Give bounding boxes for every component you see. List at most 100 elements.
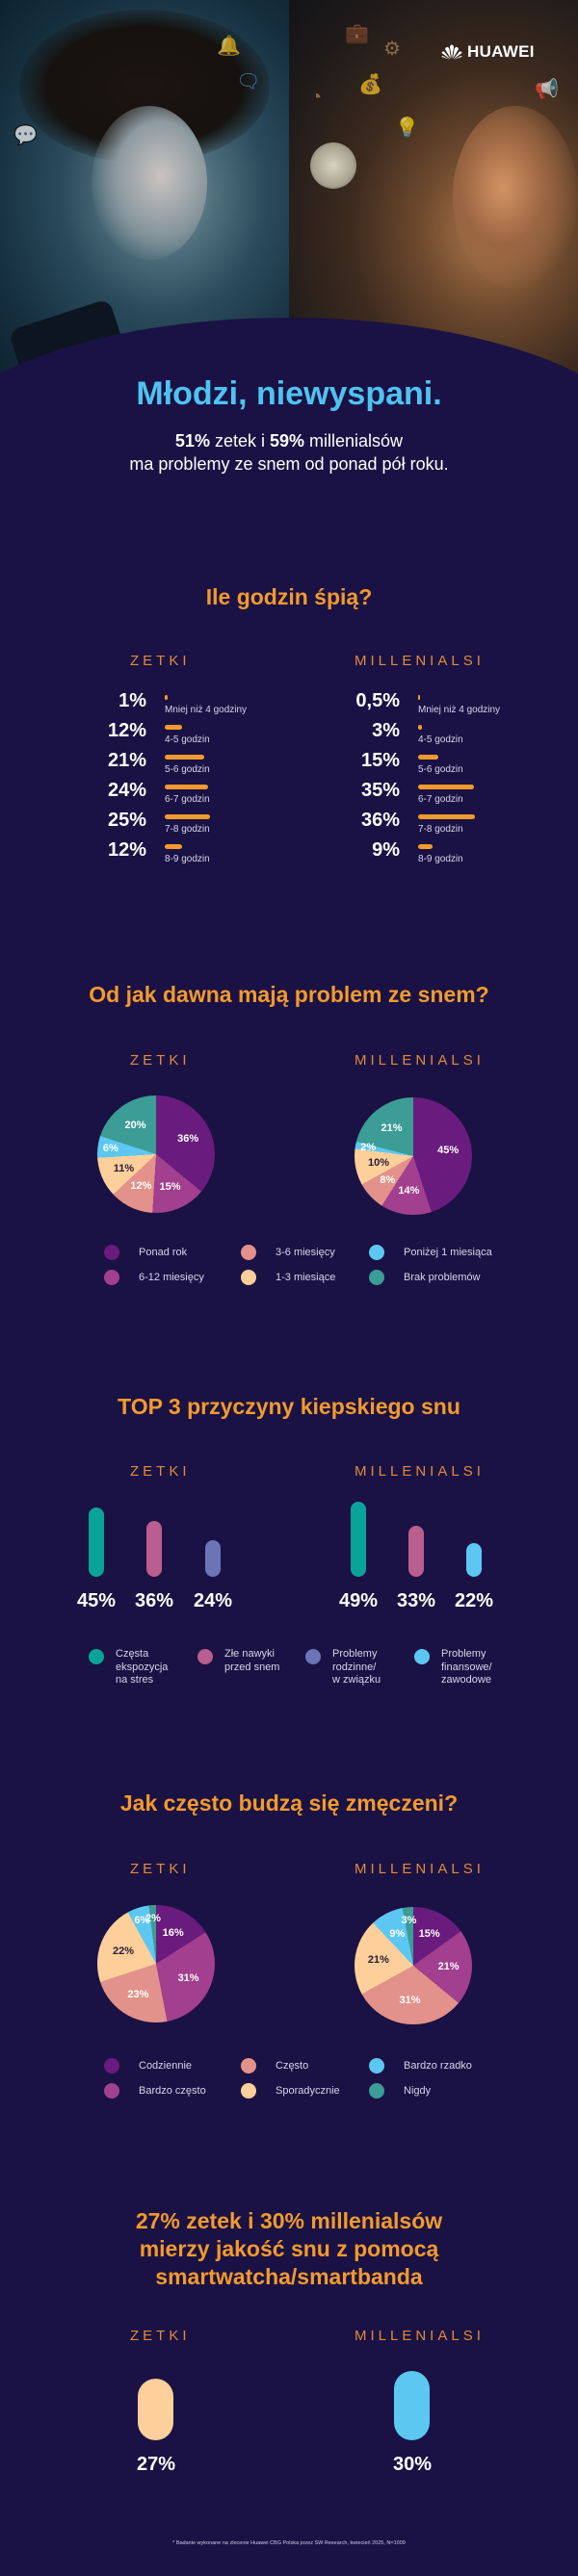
- cause-bar: [351, 1501, 366, 1577]
- legend-line: na stres: [116, 1674, 154, 1686]
- pie-slice-label: 6%: [134, 1914, 150, 1926]
- legend-swatch: [369, 1270, 384, 1285]
- sleep-hours-label: 4-5 godzin: [418, 734, 463, 745]
- bell-icon: 🔔: [217, 36, 241, 57]
- pie-slice-label: 20%: [124, 1120, 146, 1132]
- sleep-hours-value: 1%: [118, 690, 146, 711]
- pie-slice-label: 16%: [162, 1926, 184, 1939]
- group-label-zetki: ZETKI: [130, 653, 191, 669]
- sleep-hours-label: 6-7 godzin: [165, 794, 210, 805]
- legend-item: Bardzo często: [104, 2083, 206, 2099]
- sleep-hours-value: 0,5%: [355, 690, 400, 711]
- sleep-hours-bar: [165, 725, 182, 730]
- sleep-hours-value: 12%: [107, 839, 146, 861]
- legend-line: Złe nawyki: [224, 1648, 275, 1660]
- cause-value: 22%: [454, 1590, 494, 1611]
- smartwatch-title-line3: smartwatcha/smartbanda: [155, 2264, 423, 2289]
- pie-slice-label: 36%: [177, 1133, 199, 1146]
- sleep-hours-value: 12%: [107, 720, 146, 741]
- cause-value: 24%: [193, 1590, 233, 1611]
- sleep-hours-bar: [418, 844, 433, 849]
- sleep-hours-label: 7-8 godzin: [418, 824, 463, 835]
- pie-slice-label: 9%: [389, 1928, 406, 1941]
- pie-chart: [355, 1097, 472, 1215]
- cause-bar: [146, 1521, 162, 1577]
- group-label-millenials: MILLENIALSI: [355, 653, 485, 669]
- lightbulb-icon: 💡: [395, 117, 419, 139]
- pie-slice-label: 15%: [418, 1928, 440, 1941]
- legend-item: 1-3 miesiące: [241, 1270, 335, 1285]
- cause-bar: [205, 1539, 221, 1577]
- legend-swatch: [104, 2083, 119, 2099]
- sleep-hours-label: 7-8 godzin: [165, 824, 210, 835]
- pie-slice-label: 10%: [368, 1156, 390, 1169]
- brand-name: HUAWEI: [467, 42, 535, 61]
- pie-slice-label: 31%: [399, 1995, 421, 2007]
- pie-slice-label: 12%: [130, 1180, 152, 1193]
- legend-label: Sporadycznie: [276, 2085, 340, 2097]
- group-label-millenials: MILLENIALSI: [355, 1052, 485, 1069]
- cause-value: 45%: [76, 1590, 117, 1611]
- pie-slice-label: 31%: [177, 1971, 199, 1984]
- zetki-percent: 51%: [174, 431, 210, 451]
- sleep-hours-value: 25%: [107, 810, 146, 831]
- legend-label: 3-6 miesięcy: [276, 1247, 335, 1258]
- legend-label: Częsta ekspozycja na stres: [116, 1648, 168, 1687]
- cause-bar: [408, 1526, 424, 1577]
- megaphone-icon: 📢: [535, 79, 559, 100]
- legend-item: Poniżej 1 miesiąca: [369, 1245, 492, 1260]
- legend-item: Bardzo rzadko: [369, 2058, 472, 2074]
- section-title-top3: TOP 3 przyczyny kiepskiego snu: [118, 1394, 460, 1419]
- legend-swatch: [241, 1270, 256, 1285]
- smartwatch-value-millenials: 30%: [392, 2454, 433, 2475]
- legend-line: przed snem: [224, 1661, 280, 1673]
- legend-swatch: [104, 2058, 119, 2074]
- sleep-hours-label: Mniej niż 4 godziny: [418, 705, 501, 715]
- legend-swatch: [241, 1245, 256, 1260]
- legend-item: 3-6 miesięcy: [241, 1245, 335, 1260]
- sleep-hours-bar: [418, 725, 422, 730]
- legend-label: Bardzo rzadko: [404, 2060, 472, 2072]
- group-label-millenials: MILLENIALSI: [355, 2328, 485, 2344]
- group-label-zetki: ZETKI: [130, 1861, 191, 1877]
- sleep-hours-value: 9%: [372, 839, 400, 861]
- legend-line: Częsta: [116, 1648, 149, 1660]
- section-title-smartwatch: 27% zetek i 30% millenialsów mierzy jako…: [0, 2207, 578, 2291]
- legend-label: Problemy rodzinne/w związku: [332, 1648, 381, 1687]
- legend-line: finansowe/: [441, 1661, 492, 1673]
- legend-label: Bardzo często: [139, 2085, 206, 2097]
- sleep-hours-bar: [165, 695, 168, 700]
- cause-value: 33%: [396, 1590, 436, 1611]
- pie-slice-label: 11%: [113, 1162, 135, 1174]
- pie-chart: [355, 1907, 472, 2024]
- sleep-hours-value: 3%: [372, 720, 400, 741]
- legend-swatch: [369, 2083, 384, 2099]
- legend-line: zawodowe: [441, 1674, 491, 1686]
- subtitle-text: zetek i: [209, 431, 270, 451]
- legend-label: Ponad rok: [139, 1247, 188, 1258]
- legend-swatch: [369, 1245, 384, 1260]
- group-label-zetki: ZETKI: [130, 1463, 191, 1480]
- legend-item: Nigdy: [369, 2083, 431, 2099]
- hero-image: 🔔 🗨 💬 💼 ⚙ 💰 ◔ 💡 📢 HUAWEI: [0, 0, 578, 385]
- pie-slice-label: 14%: [398, 1185, 420, 1198]
- legend-item: Problemy finansowe/zawodowe: [414, 1648, 492, 1687]
- smartwatch-pill-millenials: [394, 2371, 430, 2440]
- chat-icon: 🗨: [236, 71, 261, 92]
- sleep-hours-bar: [418, 755, 438, 760]
- pie-slice-label: 23%: [127, 1988, 149, 2000]
- legend-label: Nigdy: [404, 2085, 432, 2097]
- legend-swatch: [104, 1245, 119, 1260]
- sleep-hours-label: 4-5 godzin: [165, 734, 210, 745]
- pie-chart: [97, 1905, 215, 2022]
- subtitle-text: millenialsów: [304, 431, 404, 451]
- legend-swatch: [89, 1649, 104, 1664]
- legend-line: w związku: [332, 1674, 381, 1686]
- legend-label: Codziennie: [139, 2060, 193, 2072]
- sleep-hours-value: 36%: [360, 810, 400, 831]
- pie-slice-label: 2%: [360, 1142, 377, 1154]
- footnote: * Badanie wykonane na zlecenie Huawei CB…: [172, 2540, 406, 2546]
- briefcase-icon: 💼: [345, 23, 369, 44]
- legend-swatch: [305, 1649, 321, 1664]
- legend-swatch: [241, 2083, 256, 2099]
